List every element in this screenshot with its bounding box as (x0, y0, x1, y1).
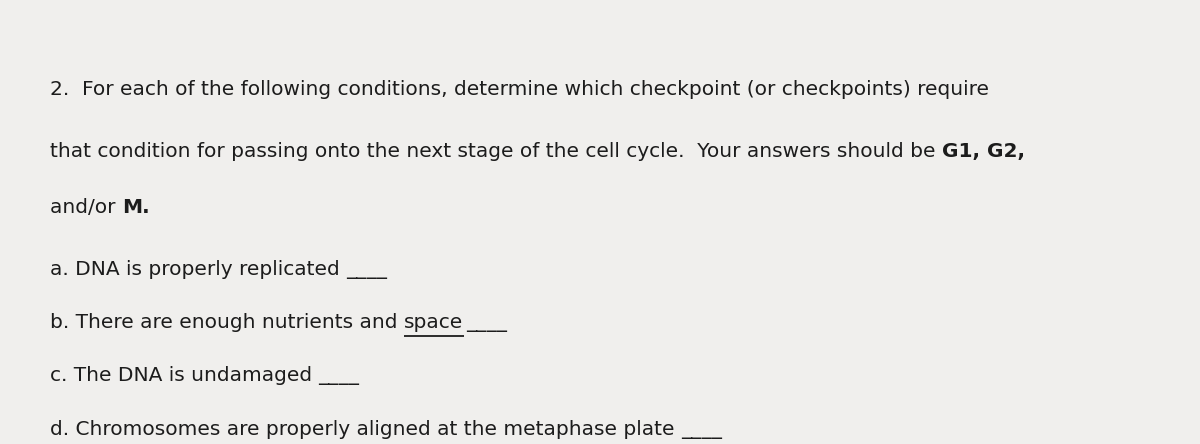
Text: ____: ____ (318, 366, 360, 385)
Text: ____: ____ (346, 260, 388, 279)
Text: space: space (404, 313, 463, 332)
Text: ____: ____ (680, 420, 722, 439)
Text: M.: M. (122, 198, 150, 217)
Text: 2.  For each of the following conditions, determine which checkpoint (or checkpo: 2. For each of the following conditions,… (50, 80, 989, 99)
Text: b. There are enough nutrients and: b. There are enough nutrients and (50, 313, 404, 332)
Text: and/or: and/or (50, 198, 122, 217)
Text: that condition for passing onto the next stage of the cell cycle.  Your answers : that condition for passing onto the next… (50, 142, 942, 161)
Text: d. Chromosomes are properly aligned at the metaphase plate: d. Chromosomes are properly aligned at t… (50, 420, 674, 439)
Text: ____: ____ (466, 313, 506, 332)
Text: a. DNA is properly replicated: a. DNA is properly replicated (50, 260, 340, 279)
Text: G1, G2,: G1, G2, (942, 142, 1025, 161)
Text: c. The DNA is undamaged: c. The DNA is undamaged (50, 366, 312, 385)
